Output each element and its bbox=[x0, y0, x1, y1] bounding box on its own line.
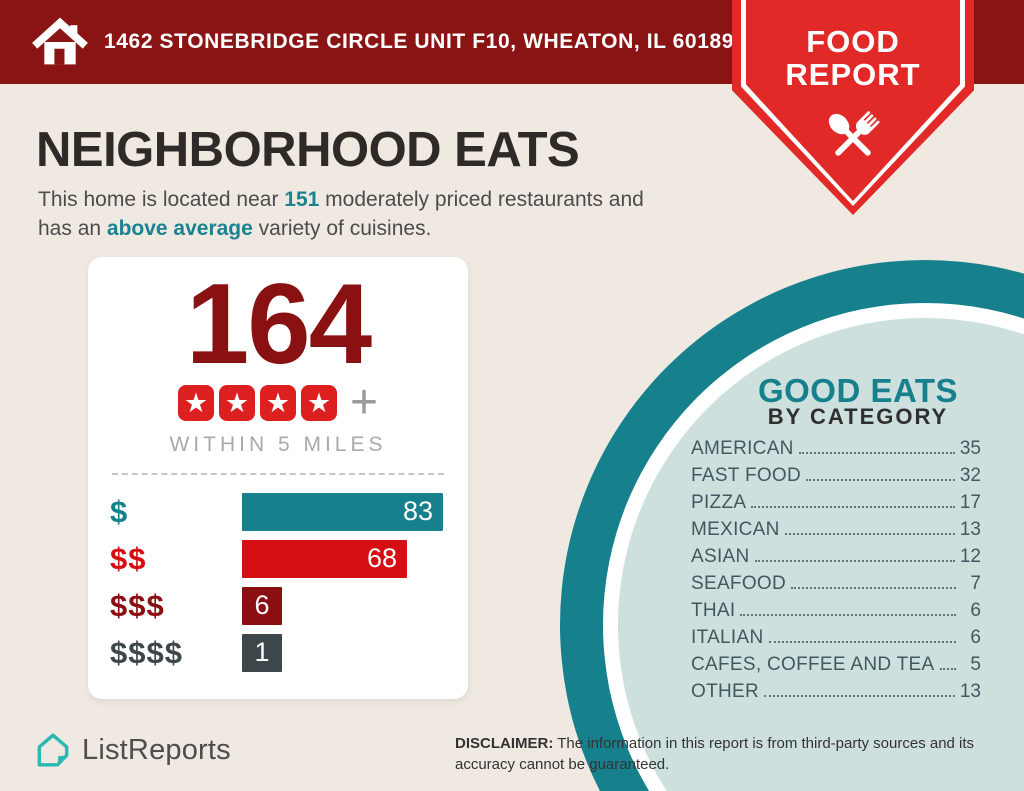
star-icon: ★ bbox=[300, 384, 337, 421]
category-row: MEXICAN 13 bbox=[691, 519, 981, 546]
price-bar-chart: $83 $$ 68 $$$ 6 $$$$ 1 bbox=[88, 492, 468, 672]
star-icon: ★ bbox=[259, 384, 296, 421]
crossed-spoon-fork-icon bbox=[828, 111, 880, 156]
dashed-divider bbox=[112, 472, 444, 475]
listreports-wordmark: ListReports bbox=[82, 733, 231, 766]
intro-part3: variety of cuisines. bbox=[252, 216, 432, 240]
price-tier-label: $ bbox=[110, 493, 129, 529]
category-row: SEAFOOD 7 bbox=[691, 573, 981, 600]
category-label: THAI bbox=[691, 600, 736, 621]
category-label: ASIAN bbox=[691, 546, 750, 567]
category-label: PIZZA bbox=[691, 492, 747, 513]
category-row: AMERICAN 35 bbox=[691, 438, 981, 465]
dotted-leader bbox=[740, 614, 956, 616]
category-value: 12 bbox=[959, 546, 981, 567]
bar-row: $$ 68 bbox=[110, 539, 468, 578]
badge-content: FOOD REPORT bbox=[732, 0, 974, 215]
disclaimer-label: DISCLAIMER: bbox=[455, 735, 554, 752]
home-icon bbox=[32, 17, 88, 65]
category-label: MEXICAN bbox=[691, 519, 780, 540]
category-value: 17 bbox=[959, 492, 981, 513]
price-tier-label: $$ bbox=[110, 540, 147, 576]
category-value: 13 bbox=[959, 681, 981, 702]
dotted-leader bbox=[806, 479, 955, 481]
bar-value: 6 bbox=[254, 590, 270, 621]
star-icon: ★ bbox=[177, 384, 214, 421]
intro-text: This home is located near 151 moderately… bbox=[38, 186, 683, 244]
price-tier-bar: 1 bbox=[242, 633, 282, 672]
category-list: AMERICAN 35 FAST FOOD 32 PIZZA 17 MEXICAN 13 ASI… bbox=[691, 438, 981, 708]
dotted-leader bbox=[784, 533, 955, 535]
category-value: 5 bbox=[970, 654, 981, 675]
dotted-leader bbox=[939, 668, 956, 670]
bar-value: 83 bbox=[402, 496, 433, 527]
page-title: NEIGHBORHOOD EATS bbox=[36, 123, 580, 177]
category-value: 6 bbox=[970, 627, 981, 648]
price-tier-label: $$$ bbox=[110, 587, 165, 623]
category-row: THAI 6 bbox=[691, 600, 981, 627]
badge-title-line1: FOOD bbox=[806, 24, 900, 59]
intro-part2: moderately priced restaurants and has an bbox=[38, 188, 644, 240]
variety-highlight: above average bbox=[106, 216, 253, 240]
price-tier-bar: 68 bbox=[242, 539, 407, 578]
listreports-logo: ListReports bbox=[34, 731, 231, 769]
category-row: OTHER 13 bbox=[691, 681, 981, 708]
star-icon: ★ bbox=[218, 384, 255, 421]
restaurant-summary-card: 164 ★ ★ ★ ★ + WITHIN 5 MILES $83 $$ 68 $$$ 6 $$$$… bbox=[88, 257, 468, 699]
category-value: 6 bbox=[970, 600, 981, 621]
category-label: AMERICAN bbox=[691, 438, 794, 459]
plus-sign: + bbox=[349, 375, 379, 429]
category-value: 13 bbox=[959, 519, 981, 540]
radius-label: WITHIN 5 MILES bbox=[169, 432, 387, 456]
category-label: OTHER bbox=[691, 681, 759, 702]
category-value: 35 bbox=[959, 438, 981, 459]
bar-value: 1 bbox=[254, 637, 270, 668]
category-row: PIZZA 17 bbox=[691, 492, 981, 519]
category-value: 7 bbox=[970, 573, 981, 594]
food-report-badge: FOOD REPORT bbox=[732, 0, 974, 215]
category-row: ITALIAN 6 bbox=[691, 627, 981, 654]
category-label: SEAFOOD bbox=[691, 573, 787, 594]
star-rating: ★ ★ ★ ★ + bbox=[88, 375, 468, 429]
restaurant-count-highlight: 151 bbox=[284, 188, 320, 211]
good-eats-subtitle: BY CATEGORY bbox=[767, 404, 949, 429]
category-label: ITALIAN bbox=[691, 627, 764, 648]
dotted-leader bbox=[768, 641, 956, 643]
good-eats-title: GOOD EATS bbox=[757, 372, 959, 409]
category-row: ASIAN 12 bbox=[691, 546, 981, 573]
dotted-leader bbox=[798, 452, 955, 454]
listreports-house-icon bbox=[37, 733, 69, 767]
disclaimer-text: DISCLAIMER: The information in this repo… bbox=[455, 733, 1000, 775]
price-tier-label: $$$$ bbox=[110, 634, 183, 670]
dotted-leader bbox=[751, 506, 955, 508]
dotted-leader bbox=[754, 560, 955, 562]
bar-row: $83 bbox=[110, 492, 468, 531]
dotted-leader bbox=[764, 695, 955, 697]
category-row: CAFES, COFFEE AND TEA 5 bbox=[691, 654, 981, 681]
category-value: 32 bbox=[959, 465, 981, 486]
bar-row: $$$$ 1 bbox=[110, 633, 468, 672]
price-tier-bar: 83 bbox=[242, 492, 443, 531]
restaurant-count: 164 bbox=[185, 261, 372, 388]
disclaimer-body: The information in this report is from t… bbox=[455, 735, 975, 773]
category-row: FAST FOOD 32 bbox=[691, 465, 981, 492]
dotted-leader bbox=[791, 587, 956, 589]
property-address: 1462 STONEBRIDGE CIRCLE UNIT F10, WHEATO… bbox=[104, 30, 735, 53]
intro-part1: This home is located near bbox=[38, 188, 285, 211]
bar-row: $$$ 6 bbox=[110, 586, 468, 625]
badge-title-line2: REPORT bbox=[785, 56, 921, 92]
price-tier-bar: 6 bbox=[242, 586, 282, 625]
bar-value: 68 bbox=[366, 543, 397, 574]
category-label: FAST FOOD bbox=[691, 465, 802, 486]
category-label: CAFES, COFFEE AND TEA bbox=[691, 654, 935, 675]
